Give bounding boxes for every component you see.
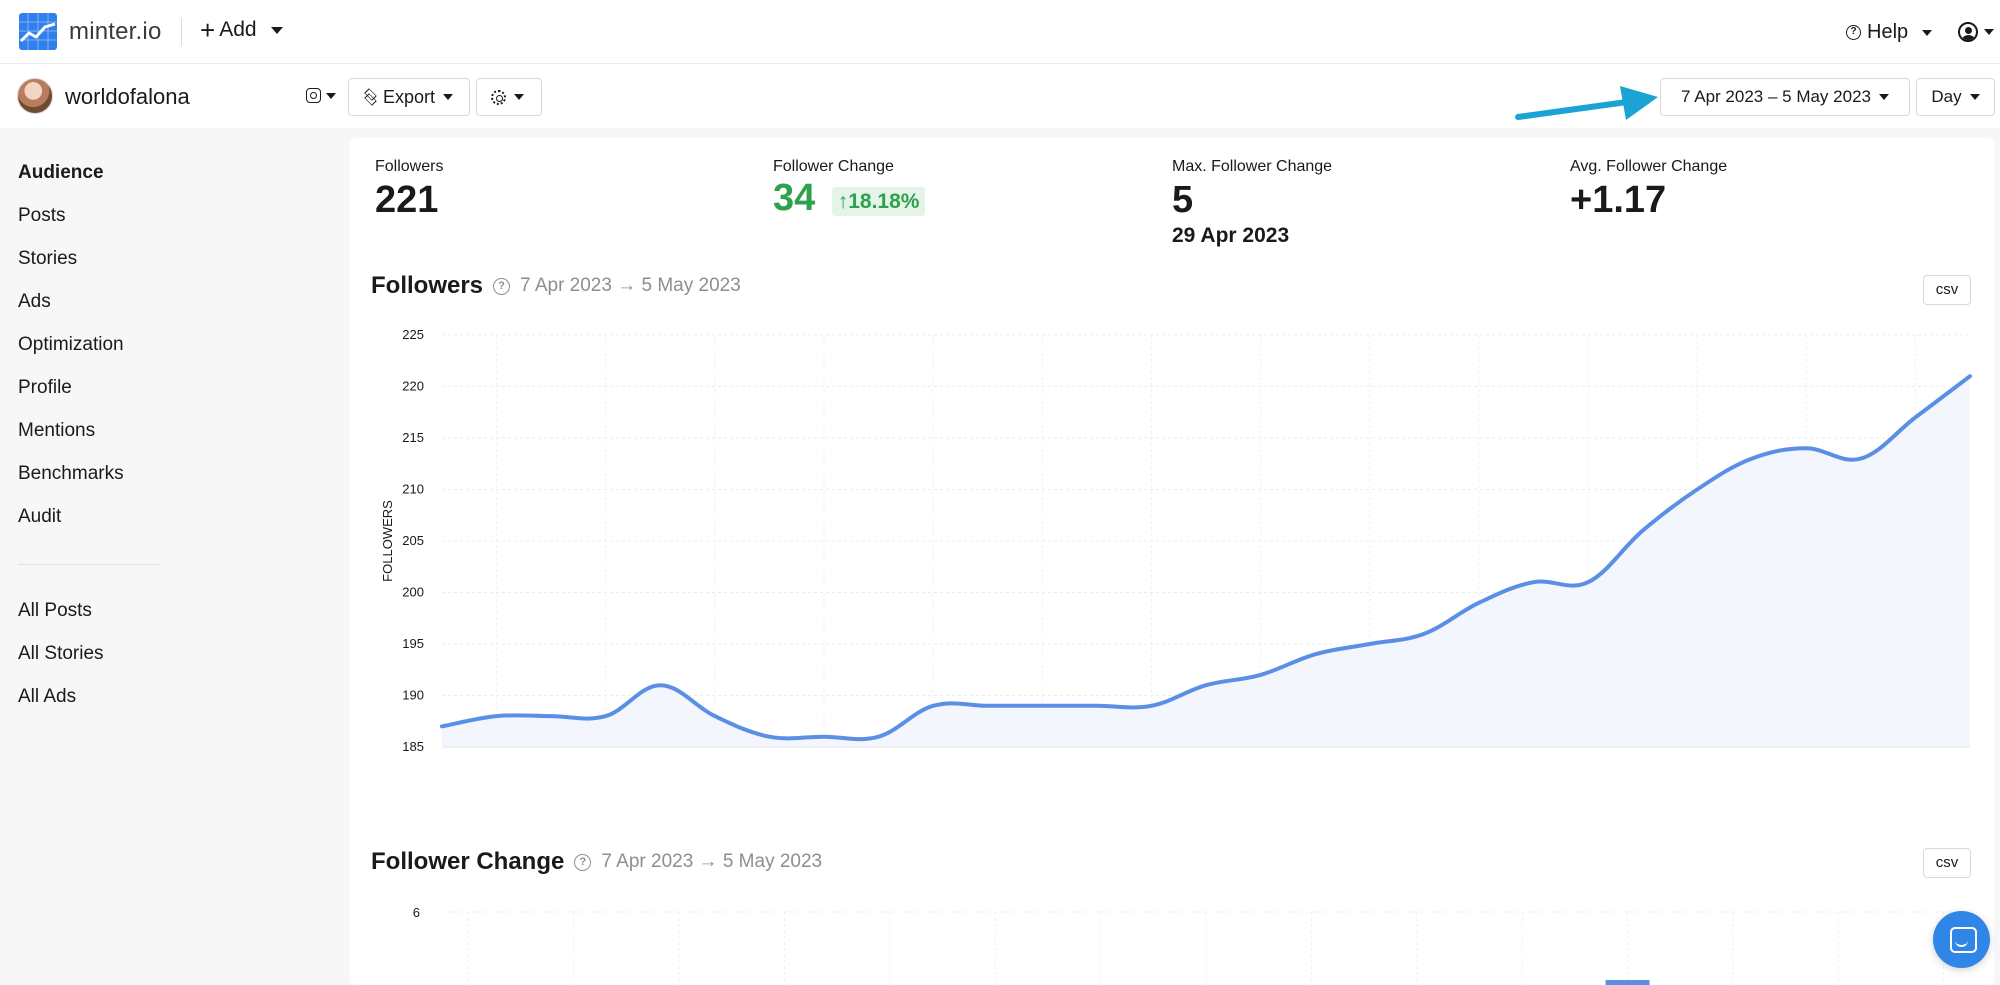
followers-csv-button[interactable]: csv xyxy=(1923,275,1971,305)
question-icon: ? xyxy=(1846,25,1861,40)
followers-section-title: Followers ? 7 Apr 2023 → 5 May 2023 xyxy=(371,272,741,300)
export-button[interactable]: Export xyxy=(348,78,470,116)
y-tick-label: 6 xyxy=(413,905,420,920)
platform-selector[interactable] xyxy=(306,88,336,103)
stat-followers: Followers 221 xyxy=(375,158,443,222)
layers-icon xyxy=(363,90,377,104)
stat-label: Avg. Follower Change xyxy=(1570,158,1728,175)
help-icon[interactable]: ? xyxy=(493,277,511,295)
sidebar-item-profile[interactable]: Profile xyxy=(18,377,72,398)
y-tick-label: 220 xyxy=(402,379,424,394)
bar-29-apr xyxy=(1605,980,1650,985)
sidebar-item-optimization[interactable]: Optimization xyxy=(18,334,124,355)
stat-value: +1.17 xyxy=(1570,179,1667,221)
y-tick-label: 190 xyxy=(402,688,424,703)
granularity-label: Day xyxy=(1931,87,1962,106)
user-icon xyxy=(1958,22,1978,42)
instagram-icon xyxy=(306,88,321,103)
y-tick-label: 185 xyxy=(402,739,424,754)
stat-label: Follower Change xyxy=(773,158,894,175)
stat-value: 5 xyxy=(1172,179,1194,221)
stat-date: 29 Apr 2023 xyxy=(1172,224,1290,247)
chevron-down-icon xyxy=(1969,94,1980,100)
avatar xyxy=(17,78,53,114)
y-tick-label: 215 xyxy=(402,430,424,445)
arrow-up-icon: ↑ xyxy=(837,190,849,214)
section-title-text: Followers xyxy=(371,272,484,299)
followers-series-line xyxy=(440,374,1972,742)
stat-value: 34 xyxy=(773,177,816,219)
change-percent: 18.18% xyxy=(848,190,920,214)
series-area xyxy=(442,376,1970,747)
user-menu-button[interactable] xyxy=(1958,22,1994,42)
y-tick-label: 210 xyxy=(402,482,424,497)
account-name: worldofalona xyxy=(65,84,190,109)
chevron-down-icon xyxy=(1922,29,1933,36)
sidebar-item-posts[interactable]: Posts xyxy=(18,205,66,226)
chevron-down-icon xyxy=(443,94,454,100)
divider xyxy=(181,18,182,46)
logo[interactable]: minter.io xyxy=(19,13,162,50)
sidebar-item-audience[interactable]: Audience xyxy=(18,162,104,183)
section-range: 7 Apr 2023 → 5 May 2023 xyxy=(520,275,741,296)
chevron-down-icon xyxy=(326,92,336,99)
stat-follower-change: Follower Change 34 ↑18.18% xyxy=(773,158,926,224)
change-badge: ↑18.18% xyxy=(831,187,926,217)
sidebar-item-mentions[interactable]: Mentions xyxy=(18,420,96,441)
main-panel: Followers 221 Follower Change 34 ↑18.18%… xyxy=(350,138,1994,985)
stat-label: Max. Follower Change xyxy=(1172,158,1333,175)
plus-icon: + xyxy=(200,15,216,45)
stat-max-change: Max. Follower Change 5 29 Apr 2023 xyxy=(1172,158,1332,248)
sidebar-item-all-posts[interactable]: All Posts xyxy=(18,600,92,621)
sidebar-item-benchmarks[interactable]: Benchmarks xyxy=(18,463,124,484)
chevron-down-icon xyxy=(1984,29,1994,35)
chat-support-button[interactable] xyxy=(1933,911,1990,968)
granularity-select[interactable]: Day xyxy=(1916,78,1995,116)
y-tick-label: 200 xyxy=(402,585,424,600)
top-bar: minter.io + Add ? Help xyxy=(0,0,2000,64)
sidebar-divider xyxy=(18,564,160,565)
section-title-text: Follower Change xyxy=(371,848,565,875)
stat-value: 221 xyxy=(375,179,439,221)
sidebar-item-all-ads[interactable]: All Ads xyxy=(18,686,77,707)
sidebar-item-all-stories[interactable]: All Stories xyxy=(18,643,104,664)
help-icon[interactable]: ? xyxy=(574,853,592,871)
sidebar-item-stories[interactable]: Stories xyxy=(18,248,78,269)
chevron-down-icon xyxy=(1878,94,1889,100)
y-tick-label: 205 xyxy=(402,533,424,548)
stat-label: Followers xyxy=(375,158,444,175)
export-label: Export xyxy=(383,86,436,107)
date-range-picker[interactable]: 7 Apr 2023 – 5 May 2023 xyxy=(1660,78,1910,116)
gear-icon xyxy=(491,89,506,105)
chevron-down-icon xyxy=(514,94,524,100)
help-label: Help xyxy=(1867,21,1909,43)
add-button[interactable]: + Add xyxy=(200,15,283,45)
stat-avg-change: Avg. Follower Change +1.17 xyxy=(1570,158,1727,222)
y-tick-label: 195 xyxy=(402,636,424,651)
followers-line-chart: 1851901952002052102152202258 APR10 APR12… xyxy=(380,327,1972,754)
date-range-label: 7 Apr 2023 – 5 May 2023 xyxy=(1681,87,1871,106)
y-axis-label: FOLLOWERS xyxy=(380,500,395,582)
sidebar-item-ads[interactable]: Ads xyxy=(18,291,51,312)
logo-text: minter.io xyxy=(69,17,162,45)
account-bar: worldofalona Export 7 Apr 2023 – 5 May 2… xyxy=(0,64,2000,128)
sidebar-item-audit[interactable]: Audit xyxy=(18,506,62,527)
follower-change-csv-button[interactable]: csv xyxy=(1923,848,1971,878)
settings-button[interactable] xyxy=(476,78,542,116)
help-button[interactable]: ? Help xyxy=(1846,21,1933,44)
follower-change-bar-chart: 6 xyxy=(413,905,1970,985)
add-label: Add xyxy=(219,18,257,41)
sidebar: Audience Posts Stories Ads Optimization … xyxy=(0,128,330,985)
follower-change-section-title: Follower Change ? 7 Apr 2023 → 5 May 202… xyxy=(371,848,822,876)
y-tick-label: 225 xyxy=(402,327,424,342)
annotation-arrow-icon xyxy=(1515,86,1658,120)
section-range: 7 Apr 2023 → 5 May 2023 xyxy=(601,851,823,872)
chevron-down-icon xyxy=(270,26,283,34)
logo-chart-icon xyxy=(19,13,57,50)
